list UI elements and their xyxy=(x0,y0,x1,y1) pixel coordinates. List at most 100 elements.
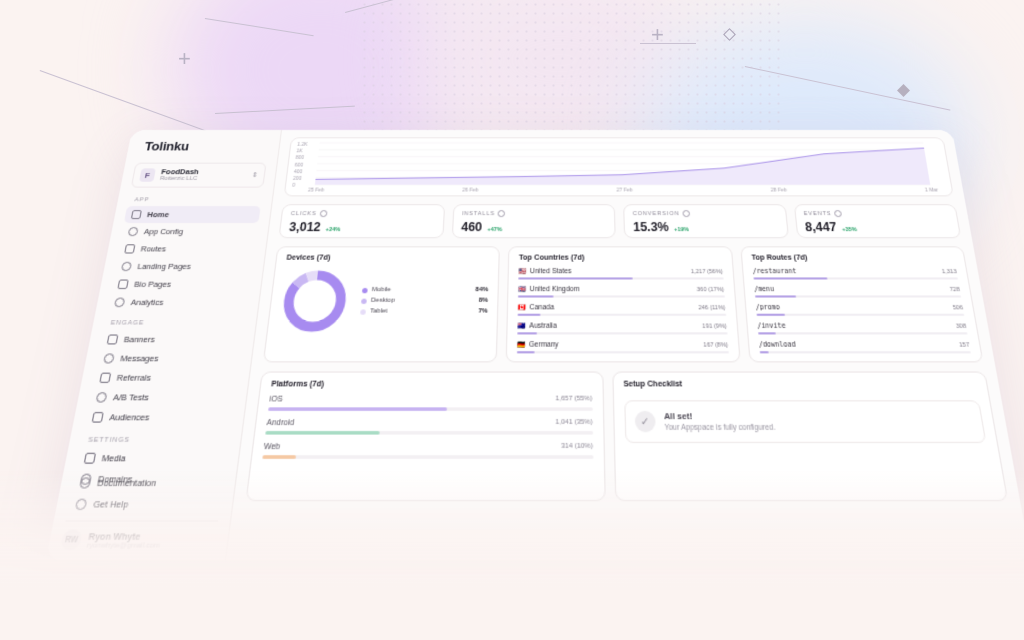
list-item-value: 728 xyxy=(949,286,960,292)
sidebar-item-messages[interactable]: Messages xyxy=(95,349,241,368)
stat-label: INSTALLS xyxy=(462,210,606,217)
list-item[interactable]: 🇩🇪 Germany 167 (8%) xyxy=(517,341,728,353)
sidebar-item-landing-pages[interactable]: Landing Pages xyxy=(114,258,254,276)
sidebar-item-bio-pages[interactable]: Bio Pages xyxy=(110,276,251,294)
progress-track xyxy=(517,351,728,353)
sidebar-item-app-config[interactable]: App Config xyxy=(120,223,258,240)
list-item[interactable]: 🇺🇸 United States 1,217 (56%) xyxy=(519,268,724,280)
project-name: FoodDash xyxy=(161,168,200,176)
legend-label: Desktop xyxy=(371,298,395,304)
link-icon xyxy=(124,245,135,254)
list-item[interactable]: 🇦🇺 Australia 191 (9%) xyxy=(518,322,728,334)
list-item[interactable]: /restaurant 1,313 xyxy=(752,268,958,280)
sidebar-item-referrals[interactable]: Referrals xyxy=(92,368,239,387)
sidebar-item-audiences[interactable]: Audiences xyxy=(84,408,234,428)
info-icon[interactable] xyxy=(834,210,842,217)
list-item-value: 157 xyxy=(959,342,970,349)
flag-icon: 🇺🇸 xyxy=(519,268,527,275)
sidebar-item-label: Bio Pages xyxy=(133,280,171,290)
sidebar-item-label: Audiences xyxy=(109,412,151,423)
sidebar-nav: APP Home App Config Routes Landing Pages Bio … xyxy=(72,198,262,491)
platform-label: iOS xyxy=(269,396,283,404)
list-item-value: 360 (17%) xyxy=(697,286,725,292)
nav-section-label: ENGAGE xyxy=(110,320,245,327)
y-tick-label: 800 xyxy=(295,155,304,161)
sidebar-item-banners[interactable]: Banners xyxy=(99,330,244,349)
logo[interactable]: Tolinku xyxy=(144,139,270,153)
list-item[interactable]: /promo 506 xyxy=(755,304,964,316)
routes-title: Top Routes (7d) xyxy=(751,255,955,262)
progress-fill xyxy=(517,351,534,353)
info-icon[interactable] xyxy=(319,210,327,217)
clicks-chart: 1.2K 1K 800 600 400 200 0 25 Feb 26 Feb 27 Feb 28… xyxy=(284,137,954,196)
list-item[interactable]: /download 157 xyxy=(759,341,971,353)
chat-icon xyxy=(103,354,115,364)
stat-value: 8,447 xyxy=(804,220,837,234)
devices-panel: Devices (7d) Mobile 84% Desktop 8% Tablet 7% xyxy=(263,246,500,362)
stat-delta: +24% xyxy=(325,227,341,233)
countries-panel: Top Countries (7d) 🇺🇸 United States 1,217 … xyxy=(506,246,740,362)
progress-fill xyxy=(265,431,380,435)
sidebar-item-label: Banners xyxy=(123,335,155,345)
progress-fill xyxy=(262,455,295,459)
y-tick-label: 1K xyxy=(296,149,303,155)
list-item[interactable]: 🇨🇦 Canada 246 (11%) xyxy=(518,304,726,316)
flag-icon: 🇩🇪 xyxy=(517,341,525,349)
sidebar-item-label: Home xyxy=(146,210,169,219)
y-tick-label: 600 xyxy=(294,162,303,168)
legend-swatch xyxy=(362,287,368,292)
sidebar-item-home[interactable]: Home xyxy=(124,206,261,223)
area-fill xyxy=(315,148,930,185)
stat-label: CLICKS xyxy=(290,210,435,217)
progress-track xyxy=(268,407,592,411)
gear-icon xyxy=(127,227,138,236)
stat-label-text: CONVERSION xyxy=(633,211,680,217)
pen-icon xyxy=(121,262,132,271)
stat-value: 3,012 xyxy=(288,220,321,234)
platform-row[interactable]: Android 1,041 (35%) xyxy=(265,419,593,435)
legend-value: 84% xyxy=(475,287,488,293)
list-item-label: Canada xyxy=(529,304,554,312)
y-tick-label: 0 xyxy=(292,183,296,189)
legend-value: 7% xyxy=(478,308,488,314)
sidebar-item-label: App Config xyxy=(143,227,183,236)
progress-track xyxy=(755,295,962,297)
progress-fill xyxy=(755,295,796,297)
list-item[interactable]: 🇬🇧 United Kingdom 360 (17%) xyxy=(518,286,724,298)
stat-label-text: INSTALLS xyxy=(462,211,495,217)
x-tick-label: 25 Feb xyxy=(308,188,325,194)
sidebar-footer: Documentation Get Help RW Ryon Whyte ryon… xyxy=(60,472,225,550)
progress-track xyxy=(753,277,958,279)
sidebar-link-documentation[interactable]: Documentation xyxy=(71,472,225,493)
sidebar-item-label: Landing Pages xyxy=(137,262,192,271)
info-icon[interactable] xyxy=(682,210,690,217)
setup-done-title: All set! xyxy=(664,411,775,422)
avatar: RW xyxy=(60,529,83,550)
legend-item: Tablet 7% xyxy=(360,308,488,314)
progress-track xyxy=(518,314,726,316)
user-menu[interactable]: RW Ryon Whyte ryonwhyte@gmail.com xyxy=(60,520,218,550)
list-item[interactable]: /invite 308 xyxy=(757,322,968,334)
stats-row: CLICKS 3,012 +24% INSTALLS 460 +47% CONVERSION… xyxy=(278,204,961,238)
info-icon[interactable] xyxy=(498,210,505,217)
legend-value: 8% xyxy=(479,298,489,304)
project-subtitle: Rotterzic LLC xyxy=(159,176,198,182)
setup-checklist-panel: Setup Checklist ✓ All set! Your Appspace… xyxy=(612,371,1008,501)
list-item-label: /download xyxy=(759,341,797,349)
sidebar-item-label: Media xyxy=(101,453,127,464)
sidebar-item-analytics[interactable]: Analytics xyxy=(106,294,248,312)
list-item[interactable]: /menu 728 xyxy=(754,286,961,298)
flag-icon: 🇬🇧 xyxy=(518,286,526,293)
sidebar-item-media[interactable]: Media xyxy=(76,448,228,469)
platform-row[interactable]: iOS 1,657 (55%) xyxy=(268,396,592,411)
platform-row[interactable]: Web 314 (10%) xyxy=(262,443,593,459)
list-item-label: United States xyxy=(530,268,572,275)
project-switcher[interactable]: F FoodDash Rotterzic LLC ⇕ xyxy=(131,163,267,188)
sidebar-link-get-help[interactable]: Get Help xyxy=(67,494,222,516)
progress-track xyxy=(265,431,593,435)
progress-track xyxy=(758,332,968,334)
home-icon xyxy=(131,210,142,219)
legend-label: Mobile xyxy=(372,287,392,293)
sidebar-item-routes[interactable]: Routes xyxy=(117,240,256,257)
sidebar-item-a-b-tests[interactable]: A/B Tests xyxy=(88,388,236,408)
